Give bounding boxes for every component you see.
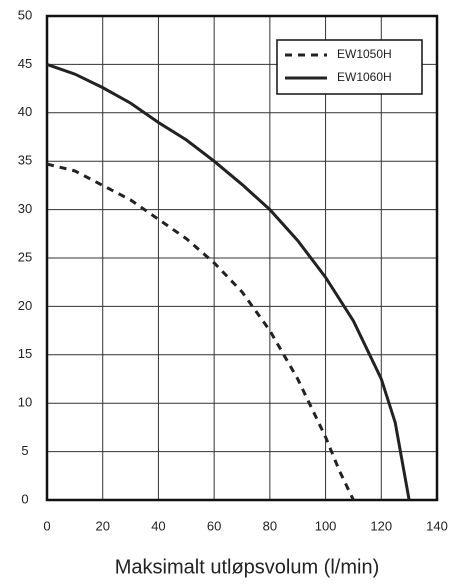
x-tick-label: 100 — [315, 518, 337, 533]
x-tick-label: 40 — [151, 518, 165, 533]
legend-box — [276, 39, 423, 95]
y-tick-label: 30 — [18, 201, 32, 216]
x-tick-label: 0 — [43, 518, 50, 533]
y-tick-label: 5 — [21, 443, 28, 458]
y-tick-label: 0 — [21, 491, 28, 506]
x-axis-label: Maksimalt utløpsvolum (l/min) — [115, 556, 379, 578]
y-tick-label: 15 — [18, 346, 32, 361]
y-tick-label: 20 — [18, 298, 32, 313]
series-line — [46, 162, 355, 501]
y-tick-label: 45 — [18, 56, 32, 71]
y-tick-label: 50 — [18, 7, 32, 22]
y-tick-label: 35 — [18, 153, 32, 168]
legend-label: EW1060H — [337, 70, 392, 84]
plot-frame — [45, 14, 439, 502]
x-tick-label: 140 — [426, 518, 448, 533]
series-line — [46, 62, 411, 501]
x-tick-label: 120 — [370, 518, 392, 533]
x-tick-label: 20 — [95, 518, 109, 533]
y-tick-label: 40 — [18, 104, 32, 119]
y-tick-label: 10 — [18, 395, 32, 410]
x-tick-label: 80 — [263, 518, 277, 533]
y-tick-label: 25 — [18, 249, 32, 264]
x-tick-label: 60 — [207, 518, 221, 533]
legend-label: EW1050H — [337, 47, 392, 61]
